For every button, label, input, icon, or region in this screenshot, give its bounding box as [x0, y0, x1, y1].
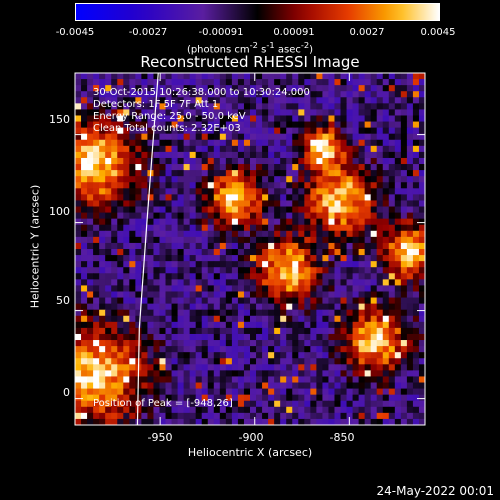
y-tick-label: 100: [49, 205, 70, 218]
colorbar-unit-label: (photons cm-2 s-1 asec-2): [186, 40, 314, 56]
colorbar-tick: -0.00091: [198, 27, 244, 38]
annotation-energy: Energy Range: 25.0 - 50.0 keV: [93, 111, 246, 122]
y-axis-label: Heliocentric Y (arcsec): [28, 184, 42, 309]
colorbar-tick: 0.0027: [349, 27, 385, 38]
colorbar-tick: 0.0045: [420, 27, 456, 38]
y-tick-label: 150: [49, 113, 70, 126]
x-tick-label: -850: [329, 431, 355, 444]
annotation-peak: Position of Peak = [-948,26]: [93, 398, 233, 409]
heatmap-cells: [75, 73, 426, 426]
colorbar-tick: 0.00091: [273, 27, 315, 38]
x-tick-label: -900: [238, 431, 264, 444]
solar-limb-line: [136, 72, 159, 426]
y-tick-label: 50: [56, 294, 70, 307]
date-stamp: 24-May-2022 00:01: [376, 484, 494, 498]
x-tick-label: -950: [147, 431, 173, 444]
plot-frame: [74, 72, 426, 426]
colorbar-tick: -0.0045: [55, 27, 95, 38]
x-axis-label: Heliocentric X (arcsec): [187, 446, 313, 459]
chart-title: Reconstructed RHESSI Image: [140, 53, 360, 71]
annotation-time: 30-Oct-2015 10:26:38.000 to 10:30:24.000: [93, 87, 310, 98]
y-tick-label: 0: [63, 386, 70, 399]
annotation-detectors: Detectors: 1F 5F 7F Att 1: [93, 99, 219, 110]
annotation-method: Clean Total counts: 2.32E+03: [93, 123, 241, 134]
colorbar: [75, 3, 440, 21]
colorbar-tick: -0.0027: [128, 27, 168, 38]
